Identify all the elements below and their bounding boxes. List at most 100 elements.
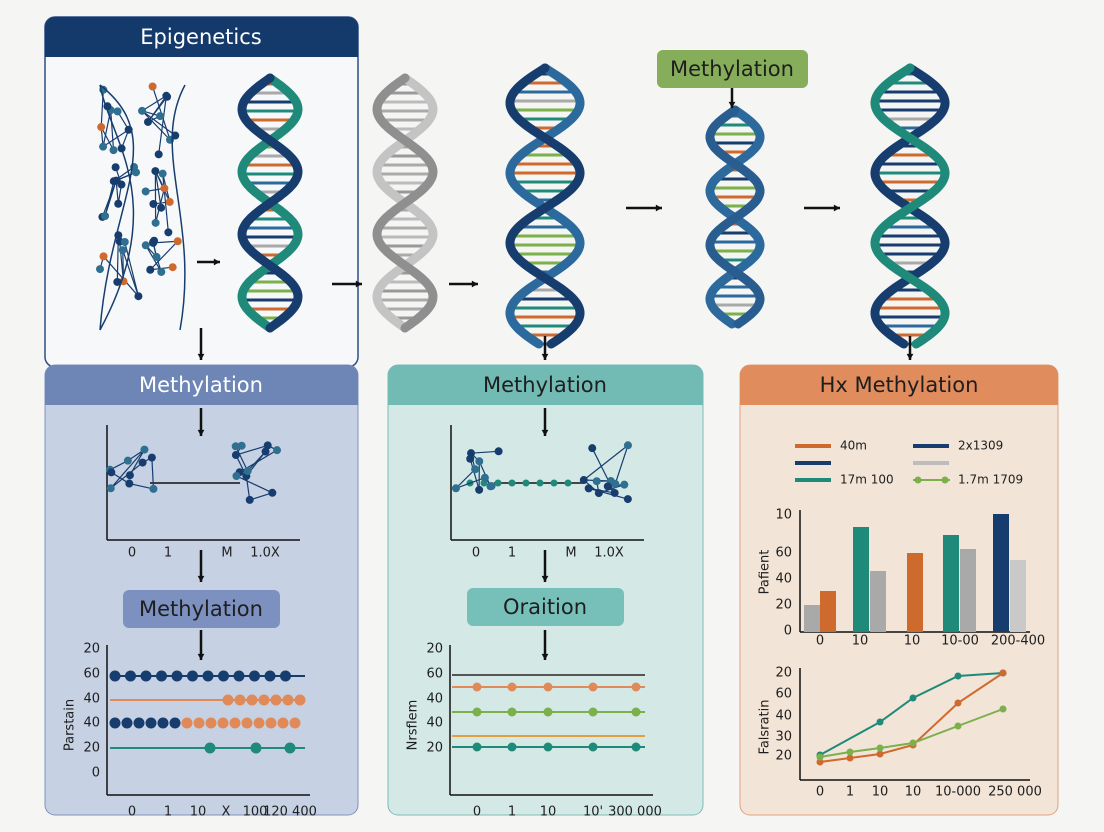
line-dot xyxy=(876,718,884,726)
network-node xyxy=(231,451,240,460)
series-dot xyxy=(193,717,205,729)
network-node xyxy=(173,237,182,246)
axis-label: 1.0X xyxy=(250,546,280,561)
network-edge xyxy=(245,476,251,501)
bar-shape xyxy=(993,514,1009,632)
arrow-head xyxy=(728,101,736,108)
arrow-head xyxy=(906,353,914,360)
network-node xyxy=(117,180,126,189)
network-edge xyxy=(104,181,115,217)
network-edge xyxy=(455,477,486,489)
x-tick-label: 300 000 xyxy=(608,805,662,820)
chain-dot xyxy=(508,479,516,487)
line-dot xyxy=(846,748,854,756)
line-dot xyxy=(876,750,884,758)
network-edge xyxy=(102,129,130,148)
series-dot xyxy=(157,717,169,729)
panel-2-sublabel: Oraition xyxy=(503,595,587,619)
panel-2-title: Methylation xyxy=(483,373,607,397)
y-tick-label: 20 xyxy=(775,749,792,764)
axis-label: M xyxy=(565,546,576,561)
network-edge xyxy=(141,95,167,112)
bar-shape xyxy=(960,549,976,632)
network-node xyxy=(118,246,127,255)
network-node xyxy=(151,167,160,176)
bar-shape xyxy=(820,591,836,632)
x-tick-label: 10 xyxy=(905,785,922,800)
network-edge xyxy=(614,445,629,485)
line-dot xyxy=(846,754,854,762)
chain-dot xyxy=(550,479,558,487)
bar-shape xyxy=(804,605,820,632)
network-node xyxy=(261,447,270,456)
axis-label: 1 xyxy=(508,546,516,561)
network-node xyxy=(620,480,629,489)
network-node xyxy=(237,441,246,450)
panel-1-header xyxy=(45,365,358,405)
network-node xyxy=(138,106,147,115)
y-tick-label: 20 xyxy=(426,642,443,657)
bar-shape xyxy=(907,553,923,632)
network-node xyxy=(487,482,496,491)
bar-shape xyxy=(853,527,869,632)
series-dot xyxy=(284,742,296,754)
arrow-head xyxy=(197,653,205,660)
x-tick-label: 250 000 xyxy=(988,785,1042,800)
y-tick-label: 60 xyxy=(775,546,792,561)
network-edge xyxy=(247,451,266,472)
network-node xyxy=(120,237,129,246)
series-dot xyxy=(140,670,152,682)
series-dot xyxy=(270,694,282,706)
x-tick-label: 200-400 xyxy=(991,634,1045,649)
network-node xyxy=(149,238,158,247)
line-dot xyxy=(954,722,962,730)
y-axis-label: Parstain xyxy=(63,699,78,751)
network-node xyxy=(471,465,480,474)
series-dot xyxy=(109,717,121,729)
network-node xyxy=(107,468,116,477)
series-dot xyxy=(250,742,262,754)
y-tick-label: 0 xyxy=(92,766,100,781)
y-tick-label: 30 xyxy=(775,730,792,745)
helix-strand xyxy=(372,73,438,333)
chain-dot xyxy=(494,479,502,487)
line-dot xyxy=(816,753,824,761)
arrow-head xyxy=(541,429,549,436)
network-node xyxy=(147,453,156,462)
network-node xyxy=(611,479,620,488)
arrow-head xyxy=(833,204,840,212)
network-node xyxy=(138,458,147,467)
panel-3-title: Hx Methylation xyxy=(820,373,979,397)
callout-box xyxy=(657,50,808,88)
series-dot xyxy=(277,717,289,729)
arrow-head xyxy=(541,653,549,660)
series-dot xyxy=(282,694,294,706)
axis-label: 0 xyxy=(472,546,480,561)
network-edge xyxy=(235,446,249,472)
network-node xyxy=(168,263,177,272)
series-dot xyxy=(588,707,598,717)
network-edge xyxy=(110,110,115,151)
y-tick-label: 20 xyxy=(83,642,100,657)
network-edge xyxy=(469,458,480,490)
y-tick-label: 60 xyxy=(83,667,100,682)
x-tick-label: 0 xyxy=(816,785,824,800)
network-node xyxy=(140,445,149,454)
network-node xyxy=(494,447,503,456)
y-tick-label: 10 xyxy=(775,508,792,523)
network-node xyxy=(141,187,150,196)
top-panel-header xyxy=(45,17,358,57)
helix-strand xyxy=(237,73,303,333)
series-dot xyxy=(588,742,598,752)
line-dot xyxy=(816,758,824,766)
arrow-head xyxy=(541,353,549,360)
network-node xyxy=(114,199,123,208)
network-node xyxy=(232,472,241,481)
y-tick-label: 40 xyxy=(426,716,443,731)
axis-label: 0 xyxy=(128,546,136,561)
network-node xyxy=(156,112,165,121)
arrow-head xyxy=(541,575,549,582)
x-tick-label: 1 xyxy=(508,805,516,820)
chain-dot xyxy=(522,479,530,487)
